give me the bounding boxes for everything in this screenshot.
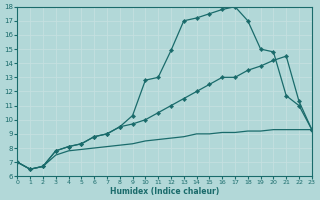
X-axis label: Humidex (Indice chaleur): Humidex (Indice chaleur) bbox=[110, 187, 219, 196]
